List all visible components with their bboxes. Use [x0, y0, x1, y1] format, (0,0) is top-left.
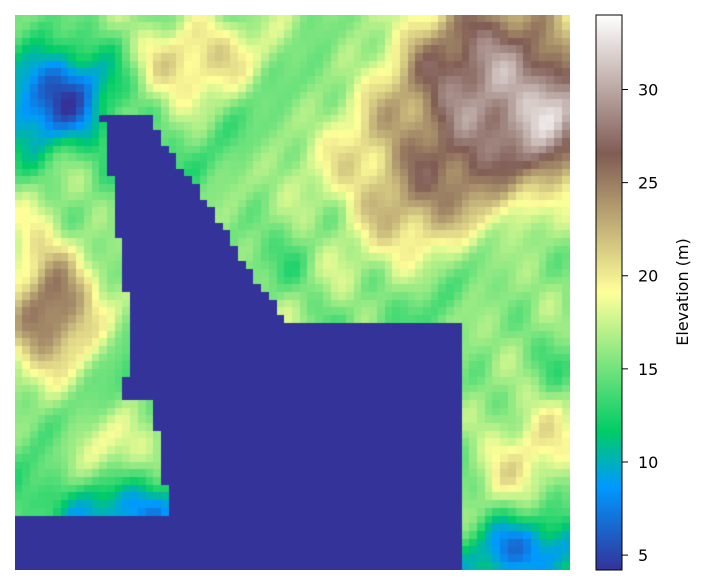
colorbar-tick-label: 5: [638, 546, 648, 565]
colorbar-tick-label: 20: [638, 267, 658, 286]
colorbar-ticks: 5 10 15 20 25 30: [622, 80, 658, 565]
colorbar-tick-label: 25: [638, 174, 658, 193]
colorbar-tick-label: 15: [638, 360, 658, 379]
colorbar-tick-label: 30: [638, 80, 658, 99]
colorbar-label: Elevation (m): [673, 238, 692, 345]
colorbar-gradient: [596, 15, 622, 570]
elevation-heatmap: [15, 15, 570, 570]
colorbar-tick-label: 10: [638, 453, 658, 472]
colorbar-frame: [595, 14, 623, 571]
elevation-grid: [15, 15, 570, 570]
